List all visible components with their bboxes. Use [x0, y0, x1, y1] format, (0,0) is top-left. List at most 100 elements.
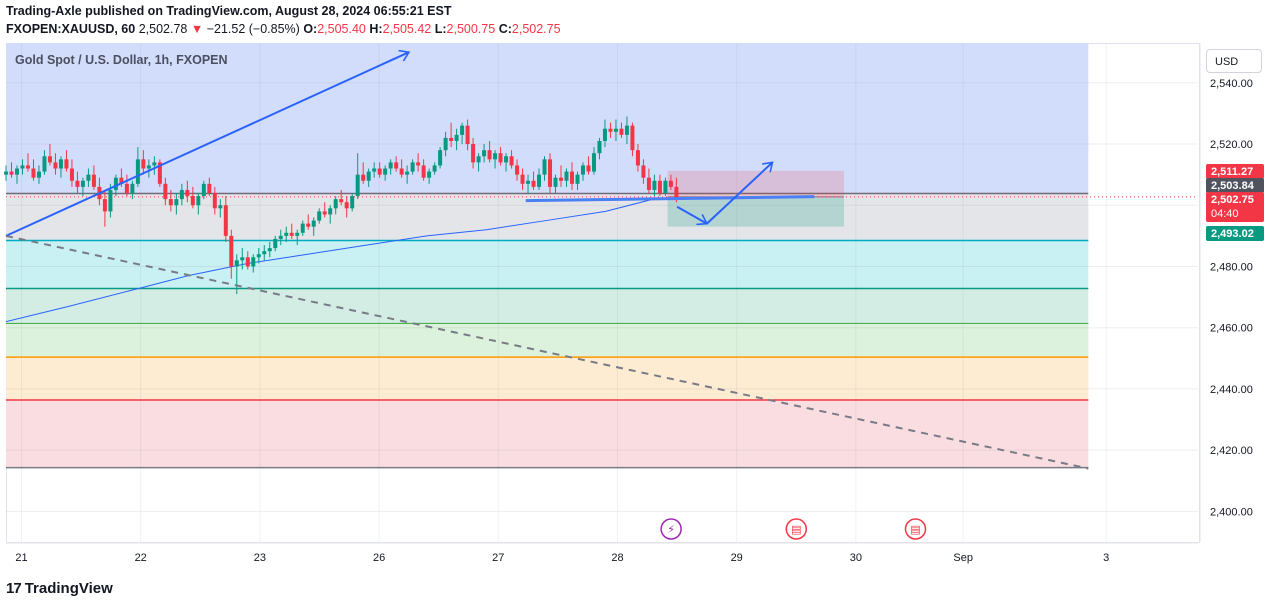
candle	[575, 174, 580, 184]
x-tick-label: 27	[492, 552, 504, 564]
candle	[218, 205, 223, 209]
candle	[498, 153, 503, 163]
open-label: O:	[303, 22, 318, 36]
candle	[53, 162, 58, 169]
candle	[399, 168, 404, 175]
candle	[163, 183, 168, 200]
candle	[25, 165, 30, 169]
price-label-countdown: 04:40	[1211, 208, 1239, 220]
candle	[559, 177, 564, 181]
candle	[663, 180, 668, 194]
candle	[229, 235, 234, 267]
candle	[438, 150, 443, 166]
price-change: −21.52 (−0.85%)	[206, 22, 300, 36]
symbol-label: FXOPEN:XAUUSD, 60	[6, 22, 136, 36]
candle	[119, 177, 124, 184]
change-down-icon: ▼	[190, 22, 204, 36]
candle	[108, 189, 113, 212]
candle	[608, 128, 613, 132]
zone-6	[6, 399, 1089, 468]
publish-info: Trading-Axle published on TradingView.co…	[6, 4, 452, 18]
candle	[553, 177, 558, 187]
price-label: 2,502.75	[1211, 194, 1254, 206]
logo-mark-icon: 17	[6, 580, 22, 597]
candle	[471, 144, 476, 163]
candle	[185, 189, 190, 197]
x-tick-label: 26	[373, 552, 385, 564]
trend-line-0	[5, 52, 409, 237]
candle	[174, 199, 179, 206]
candle	[196, 196, 201, 206]
candle	[361, 174, 366, 181]
candle	[482, 150, 487, 157]
us-flag-icon-glyph: ▤	[910, 523, 920, 536]
candle	[372, 168, 377, 172]
candle	[674, 186, 679, 200]
currency-button[interactable]: USD	[1206, 49, 1262, 73]
candle	[427, 171, 432, 178]
candle	[75, 180, 80, 187]
candle	[619, 128, 624, 135]
candle	[515, 165, 520, 175]
candle	[113, 177, 118, 190]
high-label: H:	[369, 22, 383, 36]
candle	[47, 156, 52, 163]
candle	[311, 220, 316, 227]
candle	[36, 171, 41, 178]
candle	[383, 168, 388, 175]
ohlc-header: FXOPEN:XAUUSD, 60 2,502.78 ▼ −21.52 (−0.…	[6, 22, 561, 36]
zone-4	[6, 323, 1089, 358]
pane-title: Gold Spot / U.S. Dollar, 1h, FXOPEN	[15, 53, 228, 67]
candle	[157, 162, 162, 184]
y-tick-label: 2,480.00	[1210, 261, 1253, 273]
candle	[410, 162, 415, 172]
candle	[580, 165, 585, 175]
candle	[657, 180, 662, 194]
candle	[564, 171, 569, 181]
candle	[64, 159, 69, 169]
y-tick-label: 2,400.00	[1210, 506, 1253, 518]
candle	[465, 125, 470, 145]
candle	[624, 125, 629, 135]
candle	[179, 189, 184, 200]
y-tick-label: 2,440.00	[1210, 384, 1253, 396]
candle	[80, 180, 85, 187]
candle	[646, 177, 651, 190]
price-label: 2,503.84	[1211, 180, 1255, 192]
tradingview-logo[interactable]: 17 TradingView	[6, 580, 113, 597]
candle	[388, 162, 393, 169]
lightning-icon	[660, 518, 682, 540]
candle	[300, 223, 305, 233]
y-tick-label: 2,460.00	[1210, 323, 1253, 335]
candle	[190, 196, 195, 206]
price-label-box	[1206, 192, 1264, 222]
candle	[597, 140, 602, 154]
candle	[460, 125, 465, 135]
candle	[635, 150, 640, 166]
close-value: 2,502.75	[511, 22, 561, 36]
price-label: 2,493.02	[1211, 228, 1254, 240]
x-tick-label: 23	[254, 552, 266, 564]
close-label: C:	[498, 22, 512, 36]
candle	[520, 174, 525, 184]
open-value: 2,505.40	[317, 22, 366, 36]
candle	[443, 137, 448, 151]
zone-5	[6, 357, 1089, 400]
position-stop-zone	[667, 170, 844, 197]
price-label: 2,511.27	[1211, 166, 1253, 178]
x-tick-label: 30	[850, 552, 862, 564]
candle	[613, 128, 618, 132]
candle	[245, 257, 250, 267]
candle	[152, 162, 157, 166]
candle	[9, 171, 14, 175]
candle	[284, 232, 289, 236]
candle	[201, 183, 206, 197]
x-tick-label: 29	[731, 552, 743, 564]
trend-line-2	[525, 195, 815, 203]
candle	[542, 159, 547, 175]
candle	[548, 159, 553, 187]
candle	[306, 223, 311, 227]
candle	[91, 174, 96, 187]
price-label-box	[1206, 226, 1264, 241]
